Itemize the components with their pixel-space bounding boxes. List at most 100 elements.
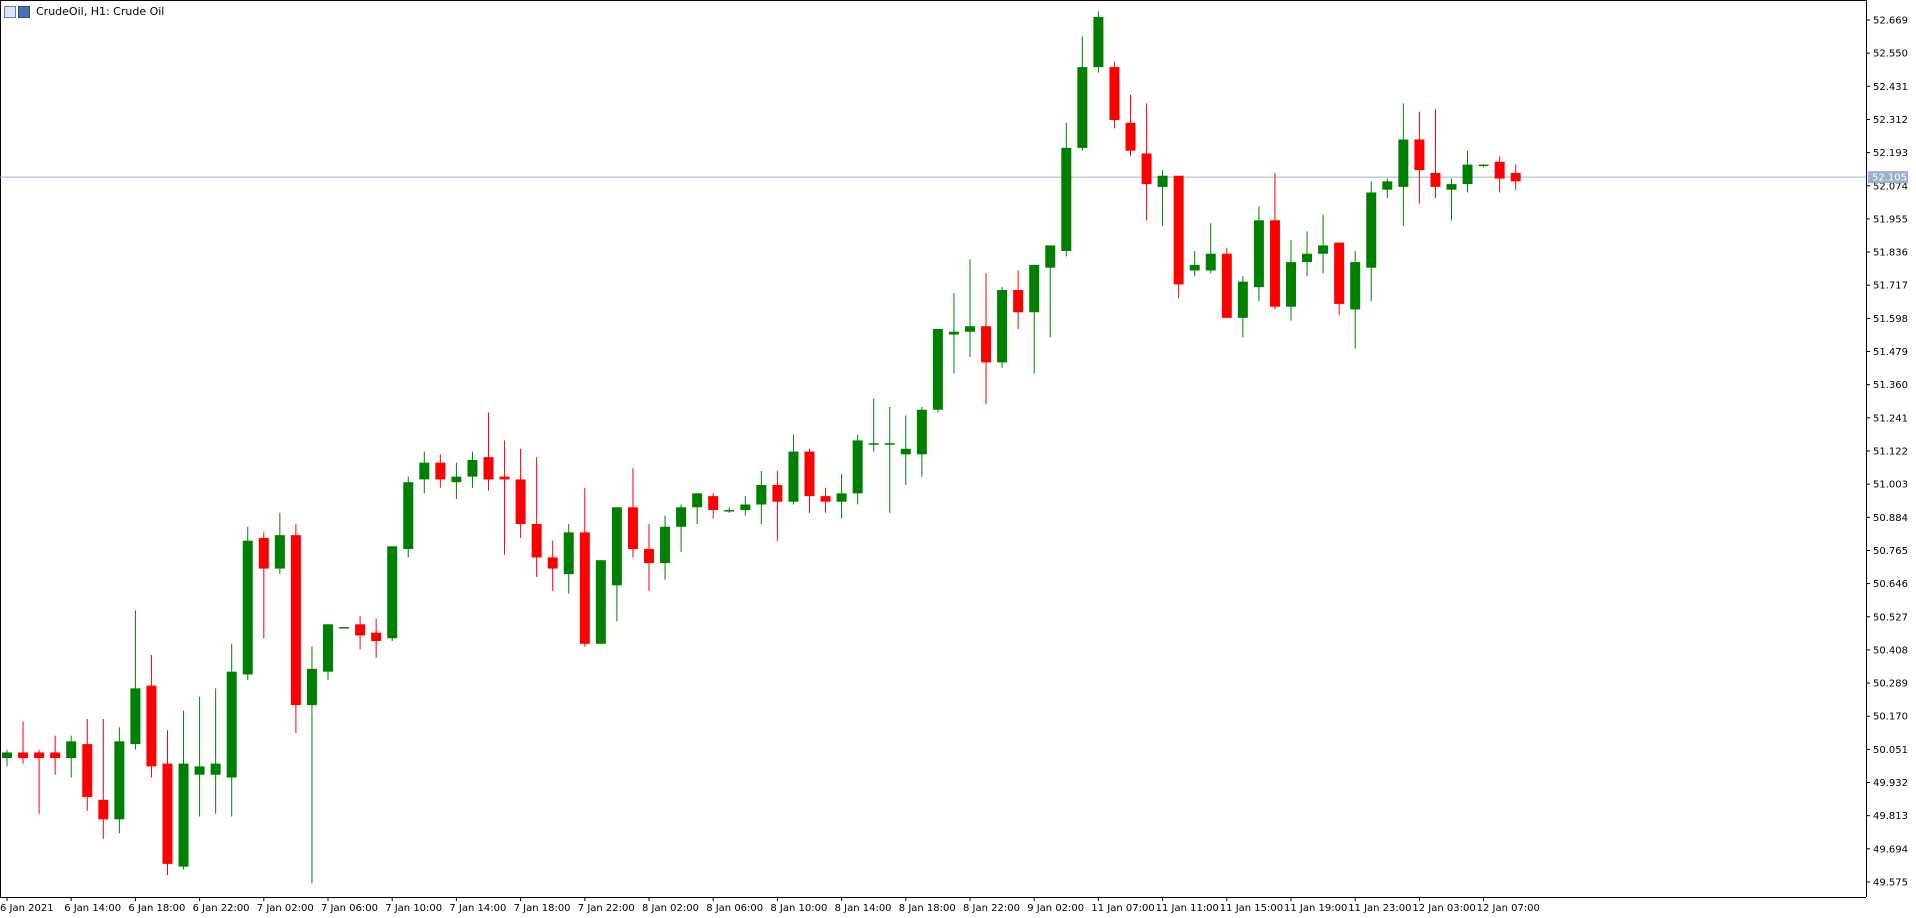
candle-body — [948, 331, 959, 335]
candle — [355, 615, 366, 650]
candle-body — [162, 763, 173, 864]
candle-body — [1430, 172, 1441, 187]
candle — [948, 292, 959, 374]
candle — [708, 493, 719, 519]
candle-body — [258, 537, 269, 569]
candle — [1269, 172, 1280, 310]
candle-body — [467, 459, 478, 477]
candle — [788, 434, 799, 505]
chart-mode-icons[interactable] — [4, 5, 30, 18]
candle — [451, 462, 462, 499]
candle-body — [692, 493, 703, 508]
candle-body — [290, 535, 301, 706]
candle-body — [660, 526, 671, 563]
candle-body — [1253, 220, 1264, 288]
candle — [162, 730, 173, 876]
candle-body — [547, 557, 558, 569]
candle — [1253, 206, 1264, 302]
y-tick-label: 50.884 — [1873, 513, 1908, 524]
candle — [98, 719, 109, 839]
candle — [18, 721, 29, 764]
candle-body — [1013, 289, 1024, 313]
candle — [997, 287, 1008, 368]
candle-body — [1462, 164, 1473, 185]
candle-body — [997, 289, 1008, 363]
candle-body — [371, 632, 382, 642]
x-tick-label: 8 Jan 14:00 — [835, 903, 892, 914]
candle-body — [1029, 264, 1040, 313]
candle — [387, 546, 398, 642]
candlestick-icon[interactable] — [18, 5, 30, 18]
candle — [1125, 94, 1136, 157]
y-tick-label: 50.527 — [1873, 612, 1908, 623]
candle — [1029, 264, 1040, 374]
candle-body — [339, 627, 350, 629]
y-tick-label: 52.669 — [1873, 16, 1908, 27]
y-tick-label: 50.289 — [1873, 679, 1908, 690]
bar-chart-icon[interactable] — [4, 5, 16, 18]
candle-body — [868, 443, 879, 445]
candle-body — [932, 328, 943, 410]
y-tick-label: 52.431 — [1873, 82, 1908, 93]
candle-body — [387, 546, 398, 639]
candle-body — [1478, 164, 1489, 167]
candle — [1189, 250, 1200, 277]
candle-body — [274, 535, 285, 569]
y-tick-label: 51.122 — [1873, 447, 1908, 458]
x-tick-label: 11 Jan 07:00 — [1091, 903, 1154, 914]
candle-body — [1125, 122, 1136, 151]
y-tick-label: 49.575 — [1873, 878, 1908, 889]
y-tick-label: 51.955 — [1873, 214, 1908, 225]
candle-body — [884, 443, 895, 445]
y-tick-label: 49.694 — [1873, 844, 1908, 855]
x-tick-label: 7 Jan 10:00 — [385, 903, 442, 914]
candle — [1446, 178, 1457, 221]
candle — [1205, 223, 1216, 274]
y-tick-label: 52.074 — [1873, 181, 1908, 192]
y-tick-label: 51.479 — [1873, 347, 1908, 358]
x-tick-label: 11 Jan 23:00 — [1348, 903, 1411, 914]
current-price-tag: 52.105 — [1868, 171, 1908, 184]
candle — [611, 507, 622, 622]
y-tick-label: 50.408 — [1873, 645, 1908, 656]
candle — [226, 643, 237, 817]
candle — [1157, 170, 1168, 226]
candle-body — [1382, 181, 1393, 190]
candle — [1494, 156, 1505, 193]
candle-body — [515, 479, 526, 524]
x-tick-label: 11 Jan 11:00 — [1156, 903, 1219, 914]
candle — [419, 451, 430, 494]
y-tick-label: 51.836 — [1873, 248, 1908, 259]
candle-body — [1510, 172, 1521, 182]
candle — [692, 493, 703, 524]
candle — [852, 434, 863, 505]
candle-body — [836, 493, 847, 502]
candle-body — [210, 763, 221, 775]
candle — [1302, 231, 1313, 277]
candle — [660, 515, 671, 580]
x-tick-label: 9 Jan 02:00 — [1027, 903, 1084, 914]
candle — [772, 471, 783, 541]
candle-body — [194, 766, 205, 775]
chart-title-bar: CrudeOil, H1: Crude Oil — [4, 5, 164, 18]
candle-body — [50, 752, 61, 759]
candle — [467, 451, 478, 488]
candle-body — [435, 462, 446, 480]
x-tick-label: 8 Jan 02:00 — [642, 903, 699, 914]
candle — [916, 406, 927, 477]
candle-body — [130, 688, 141, 745]
candle-body — [66, 741, 77, 759]
candle — [868, 398, 879, 452]
y-tick-label: 52.312 — [1873, 115, 1908, 126]
candle-body — [1157, 175, 1168, 187]
y-tick-label: 49.813 — [1873, 811, 1908, 822]
candle-body — [563, 532, 574, 575]
candle-body — [1302, 253, 1313, 263]
candle — [644, 523, 654, 591]
x-tick-label: 8 Jan 22:00 — [963, 903, 1020, 914]
candle-body — [2, 752, 12, 759]
candle — [34, 749, 45, 814]
y-tick-label: 51.241 — [1873, 413, 1908, 424]
candle — [547, 540, 558, 591]
